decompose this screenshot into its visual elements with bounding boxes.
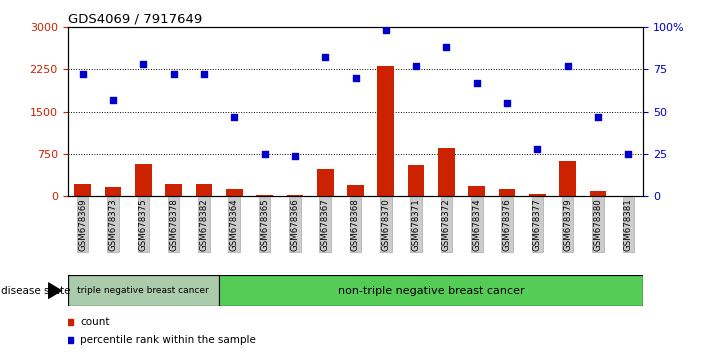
Bar bbox=[347, 184, 364, 196]
Text: triple negative breast cancer: triple negative breast cancer bbox=[77, 286, 209, 295]
Point bbox=[259, 151, 270, 157]
Point bbox=[441, 44, 452, 50]
Text: GSM678379: GSM678379 bbox=[563, 198, 572, 251]
Text: GSM678380: GSM678380 bbox=[594, 198, 602, 251]
Point bbox=[623, 151, 634, 157]
Text: GSM678371: GSM678371 bbox=[412, 198, 421, 251]
Point bbox=[289, 153, 301, 159]
Bar bbox=[529, 194, 546, 196]
Point bbox=[228, 114, 240, 119]
Bar bbox=[589, 191, 606, 196]
Bar bbox=[287, 195, 303, 196]
Text: GSM678375: GSM678375 bbox=[139, 198, 148, 251]
Bar bbox=[226, 189, 242, 196]
Text: disease state: disease state bbox=[1, 286, 70, 296]
Point bbox=[501, 100, 513, 106]
Bar bbox=[498, 189, 515, 196]
Text: GSM678372: GSM678372 bbox=[442, 198, 451, 251]
Bar bbox=[408, 165, 424, 196]
Text: GSM678369: GSM678369 bbox=[78, 198, 87, 251]
Bar bbox=[219, 275, 643, 306]
Text: GSM678376: GSM678376 bbox=[503, 198, 511, 251]
Bar bbox=[196, 184, 213, 196]
Point bbox=[532, 146, 543, 152]
Bar bbox=[135, 164, 151, 196]
Bar bbox=[560, 161, 576, 196]
Text: percentile rank within the sample: percentile rank within the sample bbox=[80, 335, 256, 344]
Point bbox=[319, 54, 331, 60]
Text: GSM678368: GSM678368 bbox=[351, 198, 360, 251]
Text: GSM678366: GSM678366 bbox=[290, 198, 299, 251]
Bar bbox=[165, 184, 182, 196]
Point bbox=[138, 61, 149, 67]
Polygon shape bbox=[48, 283, 61, 298]
Text: GSM678370: GSM678370 bbox=[381, 198, 390, 251]
Point bbox=[198, 71, 210, 77]
Bar bbox=[317, 169, 333, 196]
Text: GSM678378: GSM678378 bbox=[169, 198, 178, 251]
Text: GSM678377: GSM678377 bbox=[533, 198, 542, 251]
Point bbox=[107, 97, 119, 102]
Point bbox=[350, 75, 361, 80]
Point bbox=[380, 27, 392, 33]
Text: GDS4069 / 7917649: GDS4069 / 7917649 bbox=[68, 12, 202, 25]
Text: GSM678381: GSM678381 bbox=[624, 198, 633, 251]
Point bbox=[168, 71, 179, 77]
Text: GSM678364: GSM678364 bbox=[230, 198, 239, 251]
Point bbox=[410, 63, 422, 68]
Bar bbox=[75, 184, 91, 196]
Bar bbox=[256, 195, 273, 196]
Text: count: count bbox=[80, 318, 109, 327]
Bar bbox=[469, 186, 485, 196]
Bar bbox=[438, 148, 455, 196]
Text: non-triple negative breast cancer: non-triple negative breast cancer bbox=[338, 286, 525, 296]
Text: GSM678382: GSM678382 bbox=[200, 198, 208, 251]
Text: GSM678374: GSM678374 bbox=[472, 198, 481, 251]
Point bbox=[471, 80, 483, 85]
Text: GSM678365: GSM678365 bbox=[260, 198, 269, 251]
Text: GSM678373: GSM678373 bbox=[109, 198, 117, 251]
Bar bbox=[68, 275, 219, 306]
Point bbox=[592, 114, 604, 119]
Bar bbox=[378, 66, 394, 196]
Bar bbox=[105, 187, 122, 196]
Text: GSM678367: GSM678367 bbox=[321, 198, 330, 251]
Point bbox=[77, 71, 88, 77]
Point bbox=[562, 63, 573, 68]
